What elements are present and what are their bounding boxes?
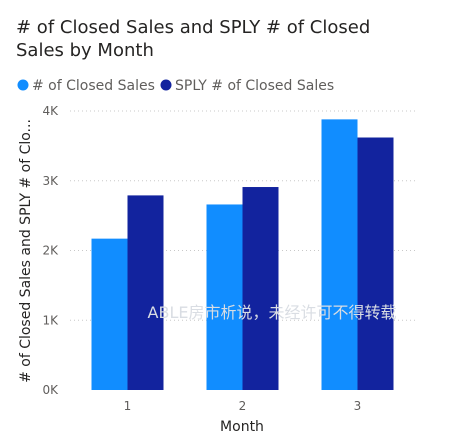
- bar-closed-sales-1[interactable]: [91, 238, 128, 390]
- chart-title-line-2: Sales by Month: [16, 40, 154, 61]
- x-axis-ticks: 1 2 3: [124, 399, 362, 413]
- y-axis-ticks: 0K 1K 2K 3K 4K: [42, 104, 59, 397]
- chart-title-line-1: # of Closed Sales and SPLY # of Closed: [16, 17, 370, 38]
- bar-closed-sales-2[interactable]: [206, 204, 243, 390]
- bar-sply-closed-sales-2[interactable]: [242, 187, 279, 390]
- y-tick-label: 2K: [42, 244, 59, 258]
- bars: [91, 119, 394, 391]
- y-tick-label: 3K: [42, 174, 59, 188]
- bar-sply-closed-sales-3[interactable]: [357, 137, 394, 390]
- watermark-text: ABLE房市析说，未经许可不得转载: [148, 303, 397, 322]
- y-tick-label: 0K: [42, 383, 59, 397]
- legend-marker-sply-closed-sales: [160, 79, 172, 91]
- legend-label-sply-closed-sales: SPLY # of Closed Sales: [175, 78, 334, 94]
- legend-item-closed-sales[interactable]: # of Closed Sales: [17, 78, 155, 94]
- y-axis-title: # of Closed Sales and SPLY # of Clo...: [18, 119, 34, 383]
- x-tick-label: 2: [239, 399, 247, 413]
- x-tick-label: 3: [354, 399, 362, 413]
- x-tick-label: 1: [124, 399, 132, 413]
- y-tick-label: 4K: [42, 104, 59, 118]
- legend-item-sply-closed-sales[interactable]: SPLY # of Closed Sales: [160, 78, 335, 94]
- legend-marker-closed-sales: [17, 79, 29, 91]
- legend-label-closed-sales: # of Closed Sales: [32, 78, 155, 94]
- y-tick-label: 1K: [42, 313, 59, 327]
- legend[interactable]: # of Closed Sales SPLY # of Closed Sales: [17, 78, 335, 94]
- x-axis-title: Month: [220, 419, 264, 435]
- bar-closed-sales-3[interactable]: [321, 119, 358, 391]
- bar-sply-closed-sales-1[interactable]: [127, 195, 164, 390]
